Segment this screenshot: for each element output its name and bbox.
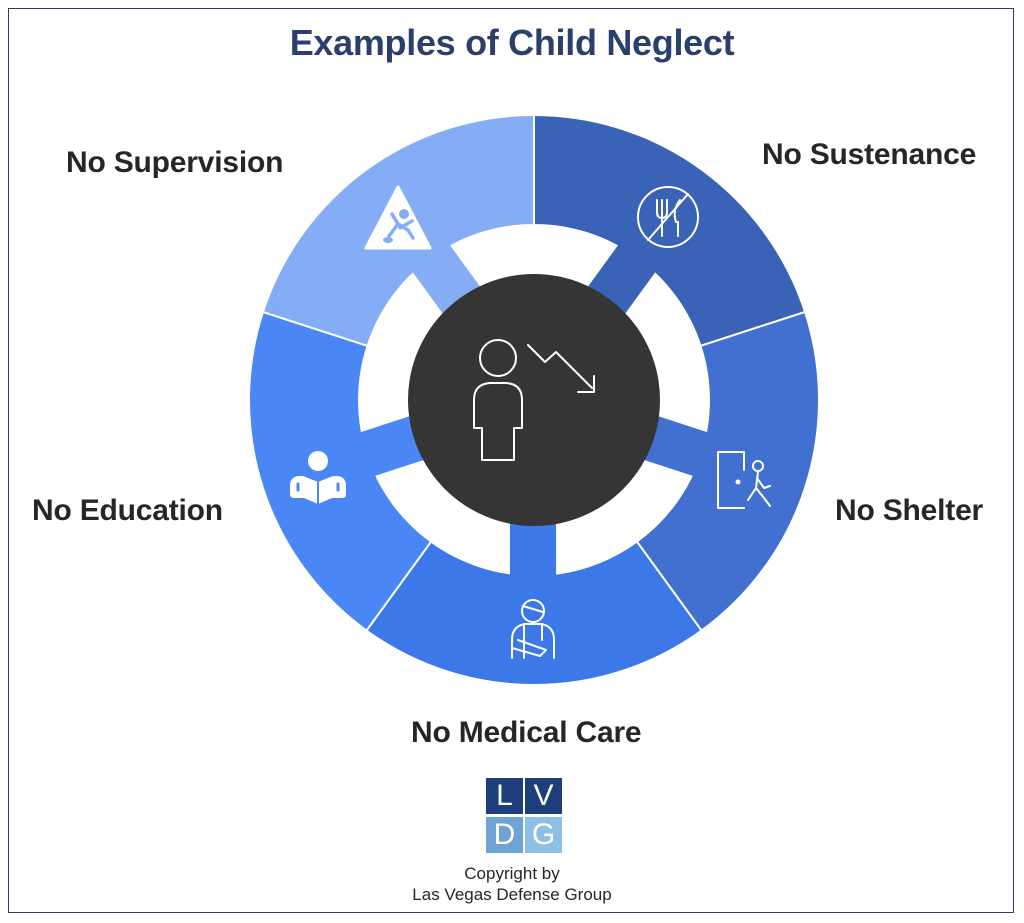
logo-letter: G	[525, 817, 562, 853]
copyright-line: Copyright by	[464, 864, 560, 883]
segment-label-medical: No Medical Care	[411, 716, 642, 749]
child-falling-warning-icon	[364, 185, 432, 250]
logo-letter: L	[486, 778, 523, 814]
person-leaving-door-icon	[717, 451, 771, 509]
logo-letter: D	[486, 817, 523, 853]
copyright-owner: Las Vegas Defense Group	[412, 885, 612, 904]
segment-label-education: No Education	[32, 494, 223, 527]
connector-medical	[510, 520, 556, 590]
person-declining-arrow-icon	[473, 339, 595, 461]
reading-person-icon	[290, 451, 346, 504]
no-food-icon	[637, 186, 699, 248]
segment-label-sustenance: No Sustenance	[762, 138, 977, 171]
segment-label-supervision: No Supervision	[66, 146, 284, 179]
logo-letter: V	[525, 778, 562, 814]
company-logo: L V D G	[486, 778, 566, 856]
wheel-connectors	[510, 520, 556, 590]
center-circle	[408, 274, 660, 526]
segment-label-shelter: No Shelter	[835, 494, 984, 527]
injured-person-icon	[511, 599, 555, 659]
page-title: Examples of Child Neglect	[289, 22, 735, 63]
